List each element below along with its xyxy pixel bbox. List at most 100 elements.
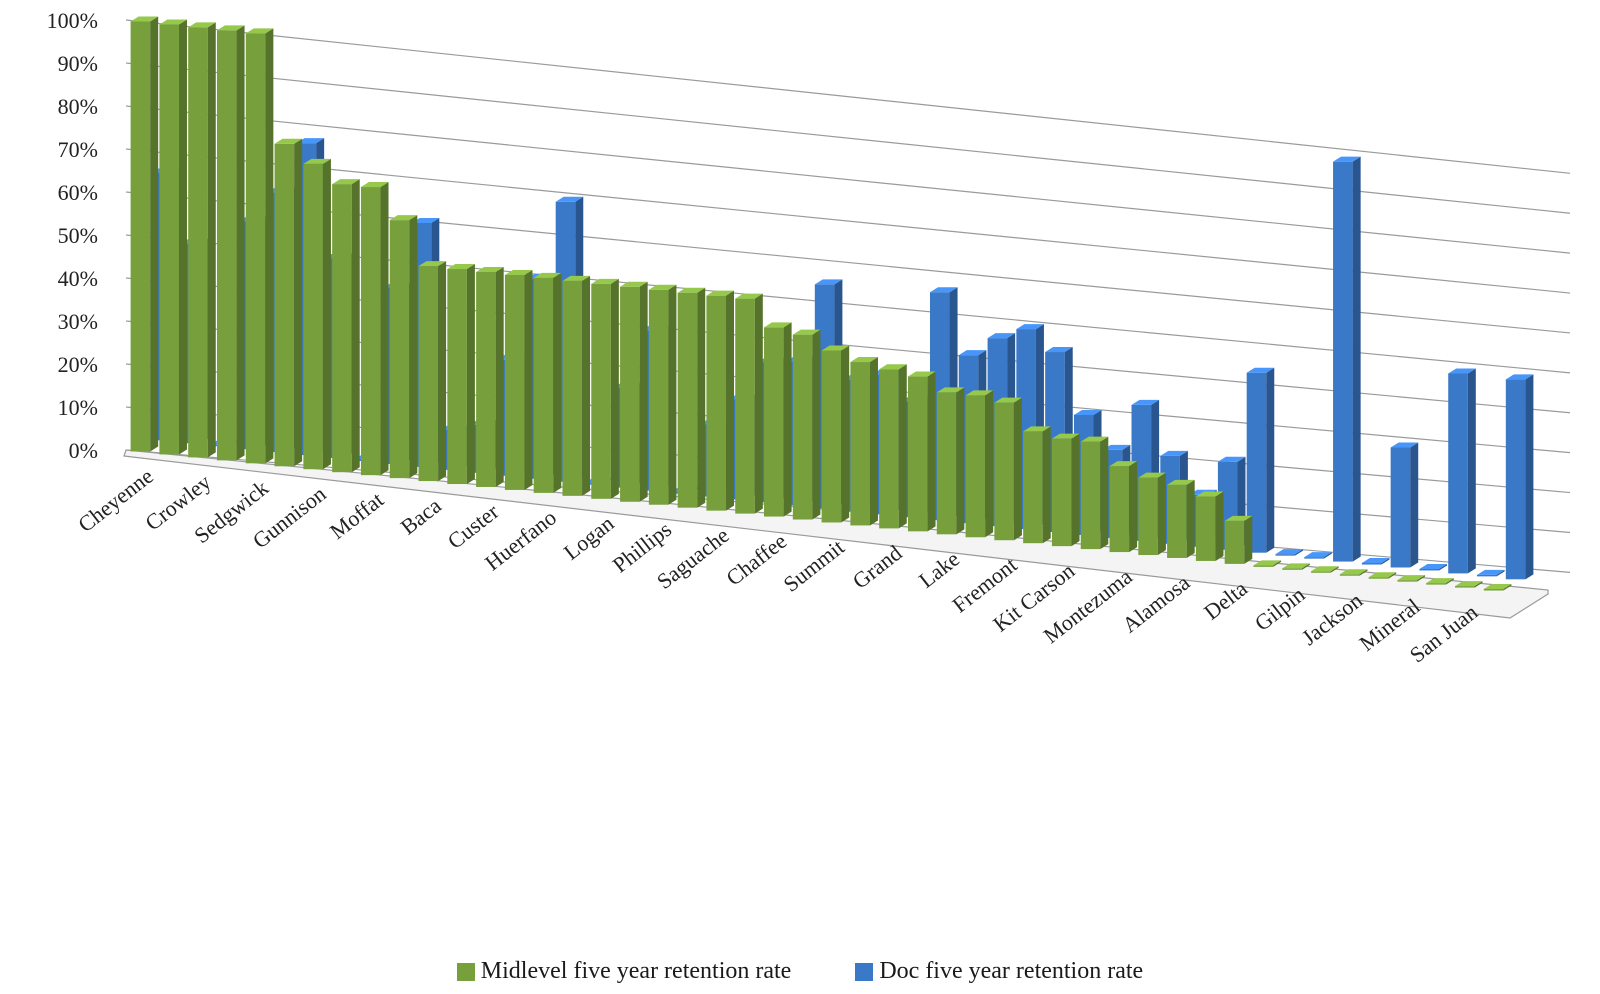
bar-front bbox=[216, 30, 237, 461]
bar-top bbox=[764, 322, 792, 328]
bar-side bbox=[812, 329, 821, 520]
bar-side bbox=[1525, 374, 1534, 580]
bar bbox=[677, 287, 706, 508]
bar bbox=[1448, 368, 1476, 574]
bar-top bbox=[296, 138, 325, 144]
bar-top bbox=[411, 217, 440, 223]
bar-top bbox=[1051, 433, 1080, 439]
bar bbox=[1023, 426, 1051, 544]
bar-front bbox=[1167, 484, 1187, 558]
bar-top bbox=[1073, 409, 1102, 415]
bar-side bbox=[1301, 563, 1310, 570]
bar-top bbox=[1023, 426, 1051, 432]
bar-top bbox=[1426, 578, 1454, 584]
bar bbox=[648, 284, 677, 505]
bar bbox=[1477, 569, 1505, 577]
bar bbox=[620, 281, 648, 502]
bar bbox=[1419, 563, 1448, 571]
bar-front bbox=[1455, 586, 1475, 588]
bar-top bbox=[1080, 436, 1109, 442]
bar-top bbox=[188, 22, 216, 28]
chart-floor bbox=[123, 449, 1549, 619]
bar-front bbox=[1505, 379, 1526, 580]
bar bbox=[1138, 472, 1166, 556]
bar bbox=[1051, 433, 1080, 547]
bar-side bbox=[1129, 461, 1138, 553]
bar bbox=[389, 215, 418, 479]
bar-front bbox=[735, 298, 755, 514]
bar-side bbox=[1410, 442, 1419, 568]
bar-top bbox=[620, 281, 648, 287]
bar bbox=[1109, 461, 1138, 553]
bar-side bbox=[178, 19, 187, 455]
bar-top bbox=[1167, 479, 1195, 485]
bar-side bbox=[1071, 433, 1080, 547]
bar-top bbox=[1448, 368, 1476, 374]
bar-top bbox=[159, 19, 187, 25]
bar-side bbox=[754, 293, 763, 514]
bar-front bbox=[418, 266, 439, 482]
bar-front bbox=[1253, 565, 1274, 567]
bar-top bbox=[389, 215, 418, 221]
bar-side bbox=[582, 275, 591, 496]
bar bbox=[936, 387, 965, 535]
bar-top bbox=[1045, 347, 1073, 353]
bar-top bbox=[1102, 444, 1131, 450]
bar-front bbox=[764, 327, 784, 517]
bar-front bbox=[159, 24, 179, 455]
bar-front bbox=[1397, 580, 1418, 582]
bar-front bbox=[1448, 373, 1468, 574]
x-tick-label: Cheyenne bbox=[73, 463, 158, 537]
bar-top bbox=[303, 158, 331, 164]
bar bbox=[1080, 436, 1109, 550]
bar bbox=[159, 19, 187, 455]
bar-top bbox=[879, 364, 907, 370]
bar bbox=[533, 272, 562, 493]
bar-side bbox=[610, 278, 619, 499]
bar-side bbox=[783, 322, 792, 517]
bar-side bbox=[668, 284, 677, 505]
bar-top bbox=[958, 350, 987, 356]
bar-top bbox=[504, 269, 533, 275]
bar-side bbox=[1295, 549, 1304, 556]
bar-side bbox=[553, 272, 562, 493]
bar bbox=[1483, 584, 1512, 591]
bar-front bbox=[591, 283, 611, 499]
bar bbox=[562, 275, 591, 496]
bar-top bbox=[216, 25, 245, 31]
bar-top bbox=[1224, 515, 1253, 521]
bar-side bbox=[438, 261, 447, 482]
bar bbox=[994, 397, 1022, 541]
bar bbox=[735, 293, 763, 514]
bar-top bbox=[1361, 558, 1390, 564]
bar bbox=[907, 371, 936, 532]
gridline bbox=[125, 19, 1571, 174]
bar-top bbox=[792, 329, 821, 335]
x-tick-label: Baca bbox=[396, 493, 446, 540]
bar bbox=[1224, 515, 1253, 564]
bar bbox=[1282, 563, 1310, 570]
bar-side bbox=[1330, 566, 1339, 573]
bar-front bbox=[1246, 372, 1267, 553]
x-tick-label: Summit bbox=[779, 534, 849, 597]
bar-side bbox=[869, 357, 878, 526]
bar-side bbox=[1417, 575, 1426, 582]
bar-front bbox=[360, 187, 381, 476]
bar bbox=[1333, 156, 1361, 562]
bar-top bbox=[735, 293, 763, 299]
bar-top bbox=[1483, 584, 1512, 590]
bar bbox=[1505, 374, 1534, 580]
x-tick-label: Grand bbox=[848, 540, 907, 594]
bar bbox=[1275, 549, 1304, 556]
bar-side bbox=[351, 179, 360, 473]
bar-side bbox=[1186, 479, 1195, 558]
bar bbox=[130, 16, 159, 452]
bars bbox=[130, 16, 1534, 591]
bar bbox=[792, 329, 821, 520]
bar-side bbox=[1323, 552, 1332, 559]
bar-top bbox=[245, 28, 274, 34]
y-tick-label: 30% bbox=[58, 309, 98, 334]
bar bbox=[1339, 569, 1368, 576]
bar-top bbox=[1339, 569, 1368, 575]
legend-label-midlevel: Midlevel five year retention rate bbox=[480, 958, 792, 984]
